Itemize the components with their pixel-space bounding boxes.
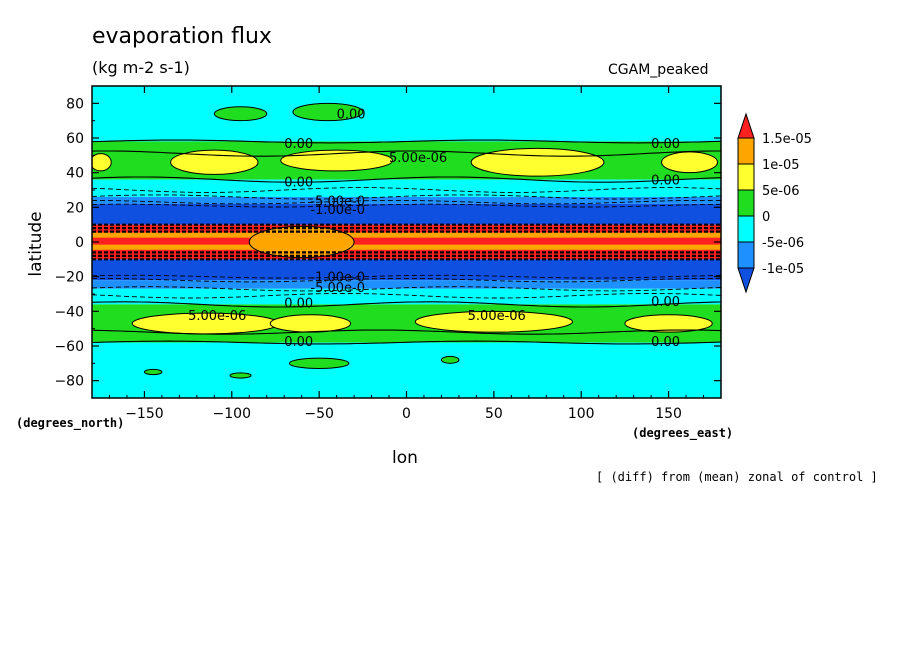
x-tick-label-3: 0 [402,406,411,422]
contour-line-2 [92,150,721,157]
y-tick-label-6: −40 [54,304,84,320]
y-tick-label-1: 60 [66,131,84,147]
x-tick-label-1: −100 [213,406,251,422]
contour-line-11 [92,277,721,283]
zonal-band-5 [92,224,721,260]
y-tick-label-8: −80 [54,374,84,390]
colorbar-label-3: 0 [762,210,770,225]
patch-2 [470,147,605,177]
footnote: [ (diff) from (mean) zonal of control ] [596,470,878,484]
contour-line-10 [92,286,721,292]
contour-label-13: 5.00e-06 [468,309,526,324]
zonal-band-7 [92,280,721,289]
x-tick-label-5: 100 [568,406,595,422]
y-tick-label-0: 80 [66,96,84,112]
patch-13 [143,368,163,376]
contour-label-10: 0.00 [284,297,313,312]
x-tick-label-2: −50 [304,406,334,422]
contour-line-5 [92,187,721,193]
equatorial-stripe-1 [92,244,721,250]
zonal-band-6 [92,259,721,281]
colorbar-swatch-4 [737,215,755,243]
contour-label-6: -5.00e-0 [310,194,365,209]
chart-title: evaporation flux [92,24,272,49]
contour-label-12: 5.00e-06 [188,309,246,324]
contour-label-8: -1.00e-0 [310,271,365,286]
contour-label-14: 0.00 [284,335,313,350]
contour-field [92,86,721,398]
y-tick-label-2: 40 [66,166,84,182]
contour-line-9 [92,329,721,335]
contour-label-2: 5.00e-06 [389,151,447,166]
contour-line-4 [92,199,721,205]
y-tick-label-7: −60 [54,339,84,355]
colorbar-swatch-3 [737,189,755,217]
contour-line-3 [92,194,721,200]
y-axis: 80 60 40 20 0 −20 −40 −60 −80 [54,85,721,399]
x-tick-label-4: 50 [485,406,503,422]
contour-label-11: 0.00 [651,295,680,310]
contour-label-3: 0.00 [651,137,680,152]
x-tick-label-6: 150 [655,406,682,422]
contour-label-15: 0.00 [651,335,680,350]
contour-line-13 [92,274,721,279]
colorbar-label-4: -5e-06 [762,236,804,251]
colorbar-label-0: 1.5e-05 [762,132,812,147]
patch-12 [440,355,460,364]
contour-lines [92,139,721,345]
contour-label-5: 0.00 [651,174,680,189]
y-tick-label-5: −20 [54,270,84,286]
contour-line-1 [92,176,721,183]
patch-9 [213,106,268,122]
contour-line-6 [92,203,721,208]
zonal-band-4 [92,203,721,225]
patch-6 [269,314,352,333]
zonal-band-10 [92,342,721,398]
patch-7 [414,310,573,333]
x-axis: −150 −100 −50 0 50 100 150 [108,86,705,422]
patch-10 [292,102,364,122]
y-axis-units: (degrees_north) [16,416,125,430]
contour-line-12 [92,293,721,299]
chart-units: (kg m-2 s-1) [92,58,190,77]
patch-15 [248,225,355,259]
experiment-label: CGAM_peaked [608,62,709,78]
contour-line-7 [92,340,721,345]
y-axis-label: latitude [26,211,46,277]
contour-label-4: 0.00 [284,175,313,190]
zonal-band-8 [92,288,721,305]
contour-label-9: -5.00e-0 [310,281,365,296]
patch-4 [92,153,112,172]
contour-labels: 0.000.005.00e-060.000.00 0.00-5.00e-0-1.0… [188,108,680,350]
contour-line-8 [92,301,721,308]
x-axis-label: lon [392,448,418,468]
y-tick-label-3: 20 [66,200,84,216]
zonal-band-0 [92,86,721,142]
colorbar-label-2: 5e-06 [762,184,800,199]
contour-label-0: 0.00 [337,108,366,123]
patch-8 [624,314,713,333]
colorbar: 1.5e-05 1e-05 5e-06 0 -5e-06 -1e-05 [737,112,812,294]
patch-11 [288,357,350,370]
equatorial-stripe-0 [92,232,721,238]
contour-line-0 [92,139,721,144]
colorbar-arrow-top [737,112,755,139]
colorbar-swatch-5 [737,241,755,269]
colorbar-swatch-1 [737,137,755,165]
patch-3 [661,151,719,174]
x-axis-units: (degrees_east) [632,426,734,440]
contour-label-1: 0.00 [284,137,313,152]
patch-14 [229,372,252,379]
y-tick-label-4: 0 [75,235,84,251]
contour-label-7: -1.00e-0 [310,203,365,218]
colorbar-arrow-bottom [737,267,755,294]
colorbar-label-5: -1e-05 [762,262,804,277]
colorbar-label-1: 1e-05 [762,158,800,173]
colorbar-swatch-2 [737,163,755,191]
x-tick-label-0: −150 [125,406,163,422]
